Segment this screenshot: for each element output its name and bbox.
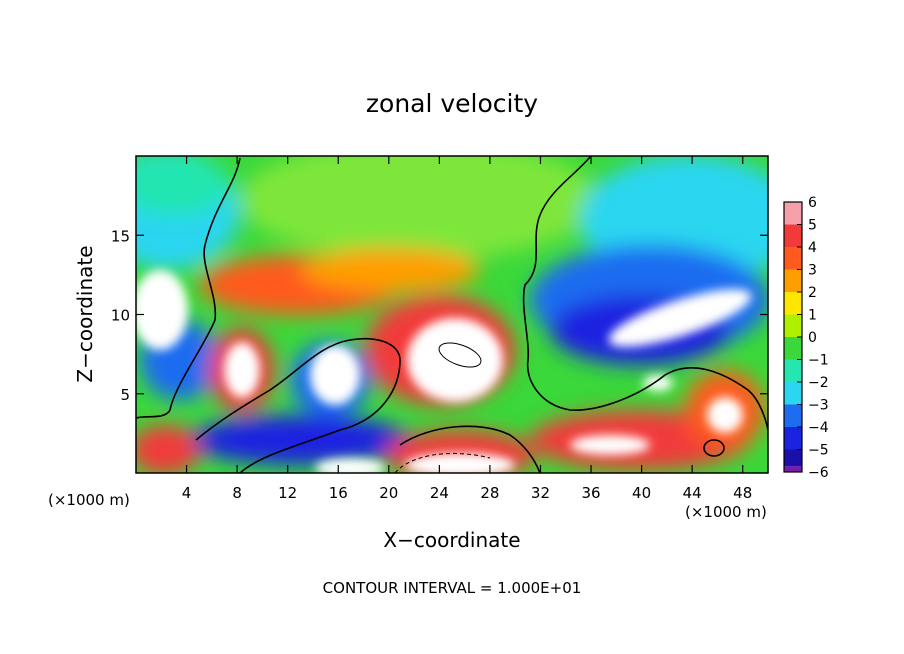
- x-tick-label: 36: [581, 484, 600, 502]
- colorbar-swatch: [784, 247, 802, 270]
- colorbar-tick-label: 3: [808, 263, 817, 279]
- extreme-neg-small: [643, 375, 673, 391]
- extreme-neg-right: [608, 289, 752, 347]
- contour-lines: [136, 156, 768, 473]
- x-tick-label: 48: [733, 484, 752, 502]
- colorbar-swatch: [784, 382, 802, 405]
- x-unit-left: (×1000 m): [48, 491, 130, 509]
- colorbar-swatch: [784, 269, 802, 292]
- contour-bottom-dashed: [394, 452, 491, 473]
- colorbar-swatch: [784, 202, 802, 225]
- colorbar-swatch: [784, 427, 802, 450]
- extreme-neg-bottom: [315, 458, 385, 473]
- x-tick-label: 20: [379, 484, 398, 502]
- extreme-pos-center: [407, 318, 503, 402]
- x-unit-right: (×1000 m): [685, 503, 767, 521]
- colorbar-tick-label: −5: [808, 443, 829, 459]
- contour-bottom-blue: [399, 425, 541, 473]
- extreme-pos-bottomright: [570, 435, 650, 455]
- colorbar-swatch: [784, 466, 802, 472]
- contour-ring-center: [438, 342, 482, 368]
- colorbar-tick-label: 4: [808, 240, 817, 256]
- colorbar-tick-label: 5: [808, 218, 817, 234]
- extreme-neg-mid: [310, 345, 360, 405]
- colorbar-swatch: [784, 292, 802, 315]
- y-axis: 5 10 15: [111, 227, 768, 404]
- x-tick-label: 24: [430, 484, 449, 502]
- x-axis: 4 8 12 16 20 24 28 32 36 40 44 48: [182, 156, 752, 502]
- contour-interval-note: CONTOUR INTERVAL = 1.000E+01: [323, 579, 582, 597]
- colorbar-tick-label: −1: [808, 353, 829, 369]
- extreme-neg-left: [136, 270, 188, 350]
- region-upper-orange: [300, 248, 480, 292]
- x-tick-label: 44: [683, 484, 702, 502]
- x-tick-label: 28: [480, 484, 499, 502]
- extreme-pos-lowright: [707, 397, 743, 433]
- contour-zero-right: [522, 156, 768, 431]
- colorbar-tick-label: 6: [808, 195, 817, 211]
- x-tick-label: 12: [278, 484, 297, 502]
- x-tick-label: 32: [531, 484, 550, 502]
- chart-title: zonal velocity: [366, 89, 538, 118]
- extreme-pos-bottom: [405, 453, 515, 473]
- x-tick-label: 4: [182, 484, 192, 502]
- x-tick-label: 8: [232, 484, 242, 502]
- colorbar-tick-label: 0: [808, 330, 817, 346]
- colorbar-tick-label: −3: [808, 398, 829, 414]
- region-top-green: [240, 156, 600, 260]
- velocity-field: [136, 156, 768, 473]
- region-bottom-left-red: [136, 425, 200, 473]
- contour-zero-left: [136, 157, 241, 419]
- x-tick-label: 16: [329, 484, 348, 502]
- colorbar-tick-label: 1: [808, 308, 817, 324]
- colorbar-swatch: [784, 449, 802, 467]
- y-tick-label: 15: [111, 227, 130, 245]
- region-low-blue: [190, 415, 410, 465]
- region-left-teal: [136, 156, 230, 215]
- colorbar-tick-label: −6: [808, 465, 829, 481]
- colorbar-tick-label: −4: [808, 420, 829, 436]
- y-tick-label: 5: [120, 386, 130, 404]
- colorbar-tick-label: 2: [808, 285, 817, 301]
- colorbar-swatch: [784, 359, 802, 382]
- y-tick-label: 10: [111, 307, 130, 325]
- colorbar-swatch: [784, 337, 802, 360]
- colorbar-swatch: [784, 224, 802, 247]
- y-axis-label: Z−coordinate: [73, 245, 97, 382]
- colorbar-tick-label: −2: [808, 375, 829, 391]
- colorbar-swatch: [784, 404, 802, 427]
- contour-ring-right: [703, 439, 725, 457]
- contour-zero-mid: [195, 337, 401, 473]
- x-axis-label: X−coordinate: [383, 528, 520, 552]
- extreme-pos-left: [224, 342, 260, 398]
- x-tick-label: 40: [632, 484, 651, 502]
- colorbar-swatch: [784, 314, 802, 337]
- colorbar: 6 5 4 3 2 1 0 −1 −2 −3 −4 −5 −6: [783, 195, 829, 481]
